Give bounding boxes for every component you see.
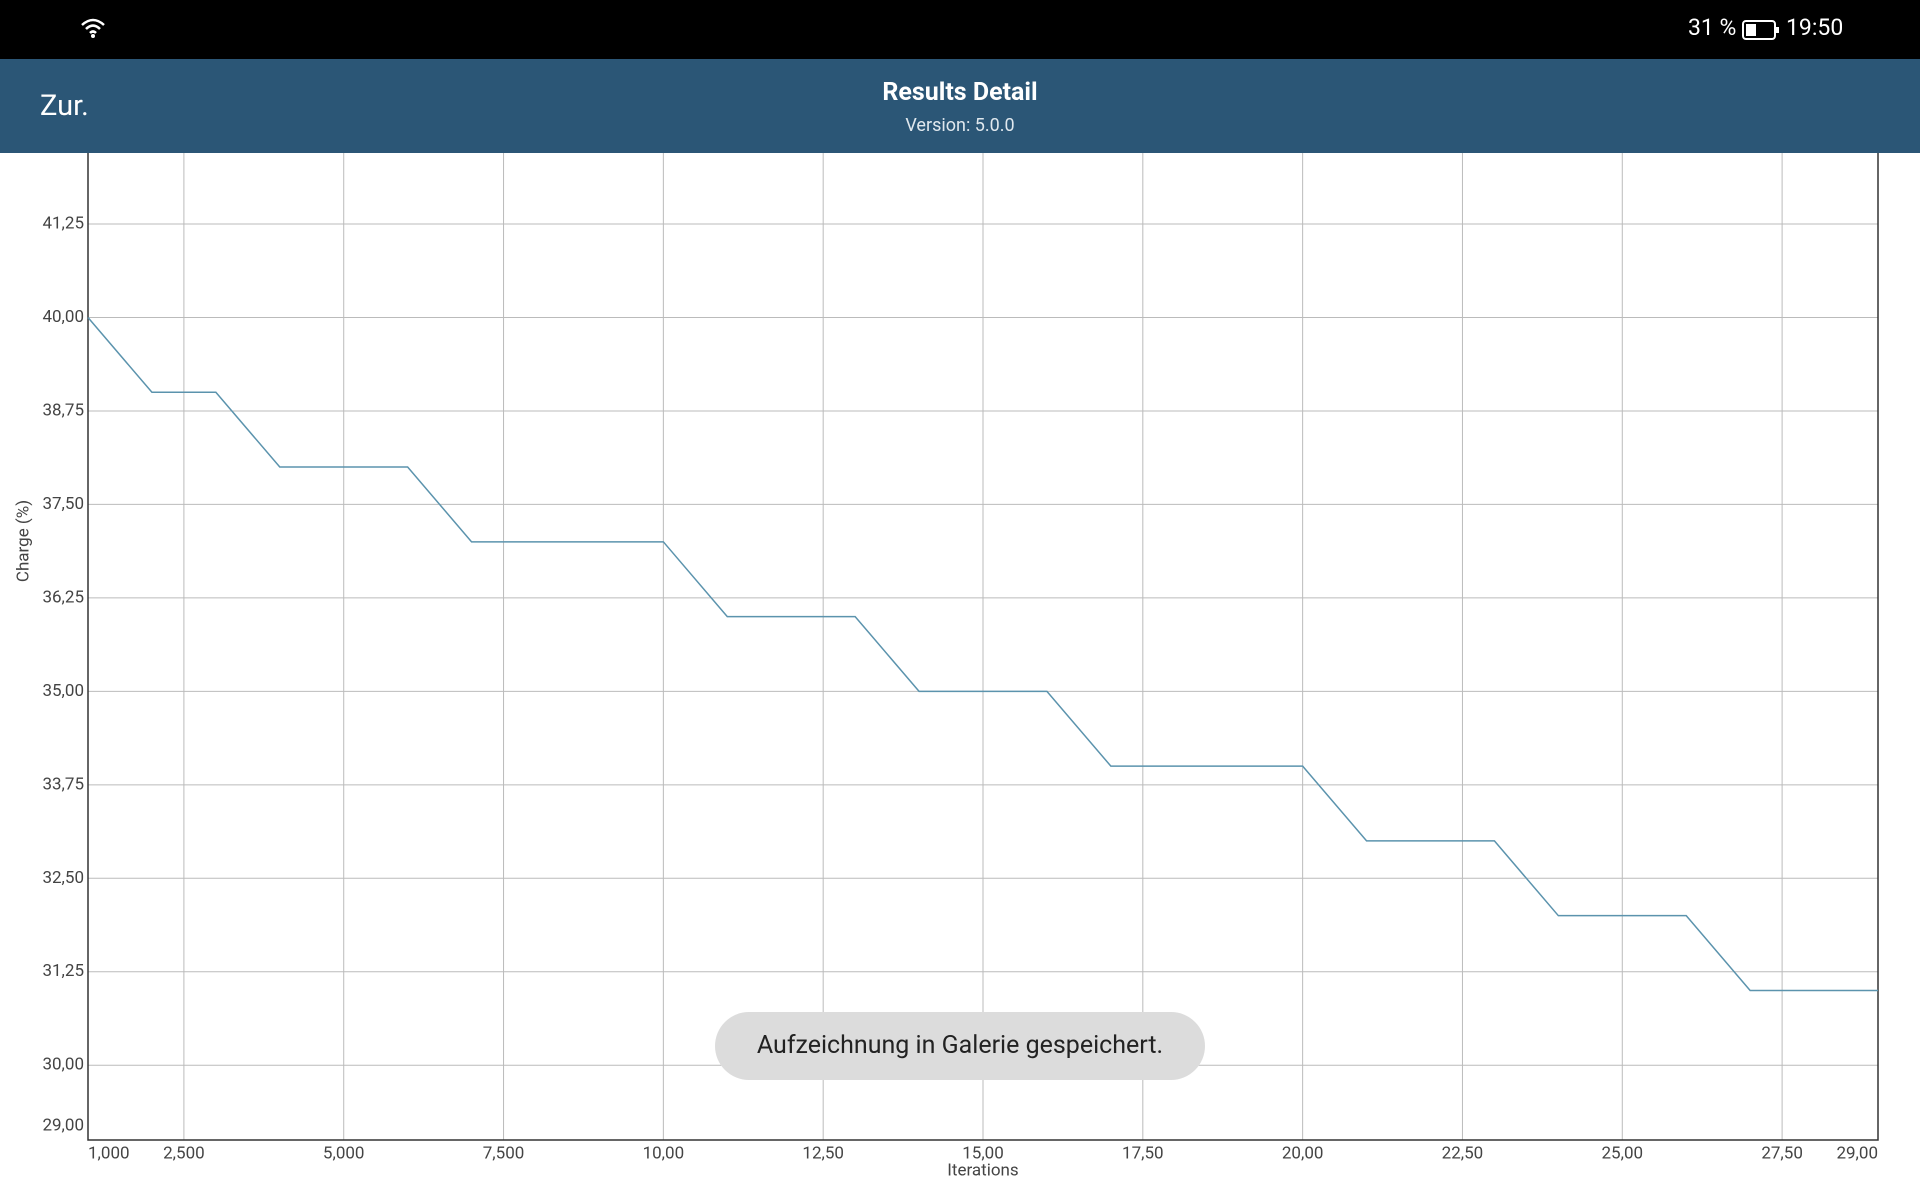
y-tick-label: 30,00 [42,1055,84,1075]
x-tick-label: 12,50 [802,1143,844,1163]
x-tick-label: 22,50 [1442,1143,1484,1163]
status-bar: 31 % 19:50 [0,0,1920,59]
y-tick-label: 36,25 [42,587,84,607]
battery-text: 31 % [1688,14,1737,41]
wifi-icon [81,18,105,38]
header-subtitle: Version: 5.0.0 [905,115,1015,136]
x-tick-label: 15,00 [962,1143,1004,1163]
data-line [87,317,1878,992]
y-tick-label: 29,00 [42,1115,84,1135]
x-axis-title: Iterations [947,1160,1018,1180]
y-axis-title: Charge (%) [13,500,33,582]
x-tick-label: 27,50 [1761,1143,1803,1163]
y-tick-label: 35,00 [42,681,84,701]
clock: 19:50 [1786,14,1844,41]
app-header: Zur. Results Detail Version: 5.0.0 [0,59,1920,153]
x-tick-label: 7,500 [483,1143,525,1163]
x-tick-label: 10,00 [643,1143,685,1163]
battery-icon [1742,20,1779,40]
header-title: Results Detail [882,78,1038,107]
axis-frame [87,153,1879,1141]
back-button[interactable]: Zur. [40,89,89,123]
x-tick-label: 29,00 [1836,1143,1878,1163]
x-tick-label: 17,50 [1122,1143,1164,1163]
x-tick-label: 20,00 [1282,1143,1324,1163]
y-tick-label: 32,50 [42,868,84,888]
y-tick-label: 37,50 [42,494,84,514]
x-tick-label: 1,000 [88,1143,130,1163]
toast: Aufzeichnung in Galerie gespeichert. [715,1012,1205,1080]
x-tick-label: 25,00 [1602,1143,1644,1163]
x-tick-label: 5,000 [323,1143,365,1163]
y-tick-label: 41,25 [42,214,84,234]
y-tick-label: 38,75 [42,400,84,420]
y-tick-label: 31,25 [42,961,84,981]
x-tick-label: 2,500 [163,1143,205,1163]
y-tick-label: 40,00 [42,307,84,327]
y-tick-label: 33,75 [42,774,84,794]
